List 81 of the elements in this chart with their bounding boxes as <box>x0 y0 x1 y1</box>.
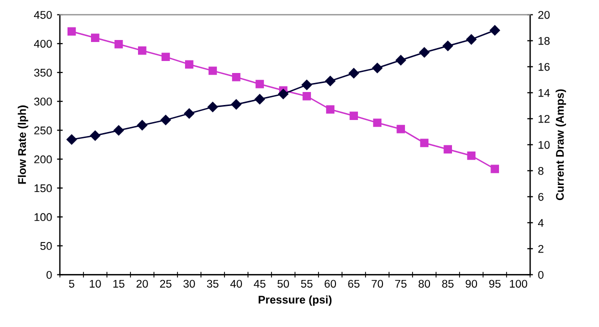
point <box>114 125 124 136</box>
y-tick-label: 300 <box>34 98 52 106</box>
x-tick-label: 95 <box>489 280 501 288</box>
x-tick-label: 30 <box>183 280 195 288</box>
y-tick-label: 250 <box>34 126 52 134</box>
point <box>231 99 242 110</box>
point <box>114 40 123 48</box>
x-tick-label: 55 <box>301 280 312 288</box>
point <box>90 130 100 141</box>
point <box>420 138 428 148</box>
point <box>467 152 476 160</box>
point <box>326 105 334 114</box>
point <box>372 62 382 74</box>
point <box>162 52 170 62</box>
point <box>208 102 218 112</box>
point <box>66 134 77 145</box>
y2-tick-label: 10 <box>538 140 550 149</box>
y-tick-label: 450 <box>34 10 52 19</box>
point <box>350 112 358 120</box>
x-tick-label: 70 <box>372 280 384 288</box>
x-tick-label: 100 <box>510 280 528 288</box>
y-tick-label: 100 <box>34 213 52 222</box>
point <box>373 118 382 127</box>
y-axis-title: Flow Rate (lph) <box>18 105 28 184</box>
point <box>184 108 194 119</box>
y2-tick-label: 20 <box>538 10 550 19</box>
y2-tick-label: 6 <box>538 192 544 201</box>
point <box>138 46 146 55</box>
point <box>490 25 500 36</box>
y-tick-label: 50 <box>40 242 52 250</box>
x-tick-label: 50 <box>278 280 289 288</box>
x-tick-label: 60 <box>324 280 336 288</box>
point <box>160 114 171 126</box>
point <box>490 164 500 174</box>
point <box>442 40 453 52</box>
y-tick-label: 0 <box>46 270 52 279</box>
x-tick-label: 80 <box>418 280 430 288</box>
x-axis-title: Pressure (psi) <box>258 295 332 306</box>
y-tick-label: 400 <box>34 40 52 48</box>
y2-axis-title: Current Draw (Amps) <box>556 89 566 200</box>
y2-tick-label: 16 <box>538 62 550 71</box>
y2-tick-label: 18 <box>538 36 550 45</box>
point <box>208 66 217 75</box>
point <box>91 34 100 42</box>
y-tick-label: 200 <box>34 155 52 164</box>
point <box>302 92 311 100</box>
x-tick-label: 45 <box>254 280 266 288</box>
point <box>256 80 264 88</box>
point <box>396 124 405 134</box>
y2-tick-label: 4 <box>538 219 544 227</box>
point <box>67 27 76 36</box>
point <box>466 34 476 45</box>
point <box>254 94 265 104</box>
point <box>444 145 452 154</box>
x-tick-label: 25 <box>160 280 172 288</box>
point <box>419 47 430 58</box>
y2-tick-label: 14 <box>538 89 550 97</box>
point <box>278 88 288 100</box>
point <box>396 55 406 66</box>
x-tick-label: 75 <box>395 280 407 288</box>
point <box>348 68 359 78</box>
point <box>137 120 148 130</box>
y2-tick-label: 8 <box>538 166 544 175</box>
point <box>232 72 240 82</box>
y2-tick-label: 0 <box>538 270 544 279</box>
x-tick-label: 20 <box>136 280 148 288</box>
x-tick-label: 10 <box>90 280 101 288</box>
point <box>185 60 194 69</box>
y-tick-label: 150 <box>34 184 52 192</box>
y-tick-label: 350 <box>34 68 52 77</box>
point <box>302 80 312 90</box>
x-tick-label: 40 <box>230 280 242 288</box>
x-tick-label: 5 <box>69 280 74 288</box>
x-tick-label: 35 <box>206 280 218 288</box>
x-tick-label: 90 <box>466 280 478 288</box>
y2-tick-label: 12 <box>538 114 550 123</box>
x-tick-label: 85 <box>442 280 454 288</box>
x-tick-label: 65 <box>348 280 360 288</box>
y2-tick-label: 2 <box>538 244 544 253</box>
point <box>325 76 336 86</box>
x-tick-label: 15 <box>113 280 124 288</box>
